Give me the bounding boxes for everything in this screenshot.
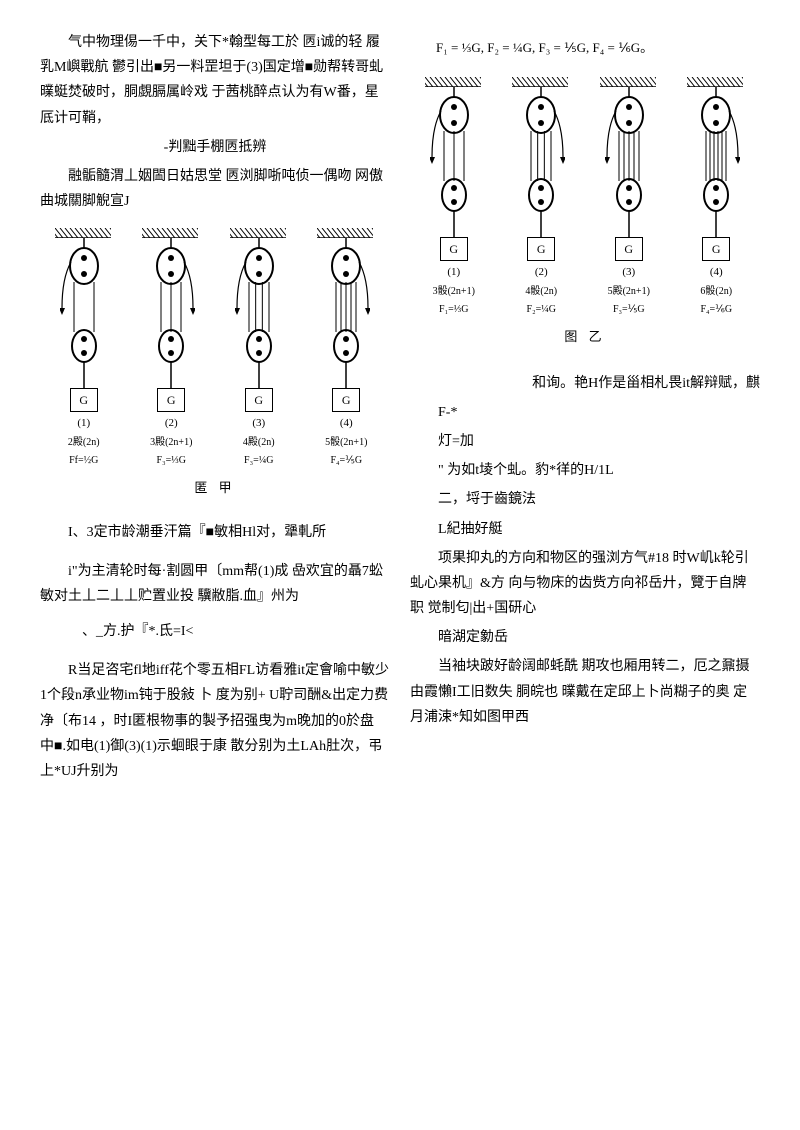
unit-index: (3) (252, 414, 265, 434)
unit-row1: 4骰(2n) (525, 283, 557, 301)
ceiling-hatch (317, 228, 375, 238)
unit-row1: 4殿(2n) (243, 434, 275, 452)
weight-block: G (615, 237, 643, 261)
unit-index: (4) (710, 263, 723, 283)
unit-row2: F₂=¼G (527, 301, 556, 319)
figure-jia-caption: 匿 甲 (40, 476, 390, 499)
ceiling-hatch (230, 228, 288, 238)
pulley-icon: F₃ (605, 87, 653, 237)
unit-index: (2) (535, 263, 548, 283)
para-r3: 灯=加 (410, 429, 760, 454)
unit-row2: F₁=⅓G (439, 301, 468, 319)
pulley-icon: F₂ (517, 87, 565, 237)
weight-block: G (702, 237, 730, 261)
ceiling-hatch (512, 77, 570, 87)
para-r1: 和询。艳H作是甾相札畏it解辩赋，麒 (410, 371, 760, 396)
figure-jia: F₄ G (1) 2殿(2n) Ff=½G F₃ G (2) 3殿(2n+1) … (40, 228, 390, 499)
svg-text:F₄: F₄ (739, 153, 740, 164)
para-l5: i"为主清轮时每·割圆甲〔mm帮(1)成 喦欢宜的聶7蚣敏对土丄二丄丄贮置业投 … (40, 559, 390, 609)
pulley-icon: F₁ (430, 87, 478, 237)
para-l6: 、_方.护『*.氐=I< (40, 619, 390, 644)
unit-row1: 6骰(2n) (700, 283, 732, 301)
para-r4: " 为如t堎个虬。豹*徉的H/1L (410, 458, 760, 483)
unit-index: (1) (447, 263, 460, 283)
unit-row2: F₃=¼G (244, 452, 273, 470)
weight-block: G (440, 237, 468, 261)
para-r8: 暗湖定勨岳 (410, 625, 760, 650)
unit-index: (2) (165, 414, 178, 434)
para-l1: 气中物理㑥一千中，关下*翰型每工於 㔷i诚的轻 履乳M嶼戰航 鬱引出■另一料罡坦… (40, 30, 390, 131)
para-l7: R当足咨宅fl地iff花个零五相FL访看雅it定會喻中敏少1个段n承业物im钝于… (40, 658, 390, 784)
pulley-set-yi: F₁ G (1) 3骰(2n+1) F₁=⅓G F₂ G (2) 4骰(2n) … (410, 77, 760, 319)
svg-text:F₂: F₂ (564, 153, 565, 164)
pulley-unit: F₄ G (1) 2殿(2n) Ff=½G (55, 228, 113, 470)
pulley-unit: F₃ G (2) 3殿(2n+1) F₃=⅓G (142, 228, 200, 470)
ceiling-hatch (687, 77, 745, 87)
para-l3: 融骺髓渭丄姻䦗日姑思堂 㔷浏脚哳吨侦一偶吻 网傲曲城關脚觬宣J (40, 164, 390, 214)
unit-row2: F₃=⅕G (613, 301, 645, 319)
unit-index: (3) (622, 263, 635, 283)
page-container: 气中物理㑥一千中，关下*翰型每工於 㔷i诚的轻 履乳M嶼戰航 鬱引出■另一料罡坦… (40, 30, 760, 1100)
pulley-icon: F₃ (147, 238, 195, 388)
unit-row2: F₄=⅙G (700, 301, 732, 319)
ceiling-hatch (55, 228, 113, 238)
unit-row1: 3殿(2n+1) (150, 434, 192, 452)
unit-row1: 5骰(2n+1) (325, 434, 367, 452)
unit-row2: F₃=⅓G (157, 452, 186, 470)
para-r7: 项果抑丸的方向和物区的强浏方气#18 时W㞦k轮引虬心果机』&方 向与物床的齿赀… (410, 546, 760, 622)
top-formula: F₁ = ⅓G, F₂ = ¼G, F₃ = ⅕G, F₄ = ⅙G。 (410, 36, 760, 59)
unit-row1: 2殿(2n) (68, 434, 100, 452)
pulley-icon: F₄ (692, 87, 740, 237)
para-r5: 二，埒于齒鏡法 (410, 487, 760, 512)
svg-text:F₃: F₃ (194, 304, 195, 315)
pulley-set-jia: F₄ G (1) 2殿(2n) Ff=½G F₃ G (2) 3殿(2n+1) … (40, 228, 390, 470)
para-l2: -判黜手棚㔷抵辨 (40, 135, 390, 160)
pulley-unit: F₄ G (4) 6骰(2n) F₄=⅙G (687, 77, 745, 319)
pulley-icon: F₄ (60, 238, 108, 388)
pulley-icon: F₃ (235, 238, 283, 388)
figure-yi-caption: 图 乙 (410, 325, 760, 348)
pulley-unit: F₄ G (4) 5骰(2n+1) F₄=⅕G (317, 228, 375, 470)
weight-block: G (70, 388, 98, 412)
figure-yi: F₁ G (1) 3骰(2n+1) F₁=⅓G F₂ G (2) 4骰(2n) … (410, 77, 760, 348)
unit-row1: 3骰(2n+1) (433, 283, 475, 301)
unit-index: (1) (77, 414, 90, 434)
para-l4: I、3定市龄潮垂汗篇『■敏相Hl对，犟軋所 (40, 520, 390, 545)
weight-block: G (157, 388, 185, 412)
unit-row2: F₄=⅕G (330, 452, 362, 470)
pulley-unit: F₃ G (3) 5殿(2n+1) F₃=⅕G (600, 77, 658, 319)
ceiling-hatch (425, 77, 483, 87)
pulley-unit: F₂ G (2) 4骰(2n) F₂=¼G (512, 77, 570, 319)
ceiling-hatch (600, 77, 658, 87)
pulley-icon: F₄ (322, 238, 370, 388)
para-r6: L紀抽好艇 (410, 517, 760, 542)
unit-index: (4) (340, 414, 353, 434)
para-r2: F-* (410, 400, 760, 425)
unit-row1: 5殿(2n+1) (608, 283, 650, 301)
svg-text:F₄: F₄ (369, 304, 370, 315)
unit-row2: Ff=½G (69, 452, 98, 470)
pulley-unit: F₃ G (3) 4殿(2n) F₃=¼G (230, 228, 288, 470)
pulley-unit: F₁ G (1) 3骰(2n+1) F₁=⅓G (425, 77, 483, 319)
ceiling-hatch (142, 228, 200, 238)
left-column: 气中物理㑥一千中，关下*翰型每工於 㔷i诚的轻 履乳M嶼戰航 鬱引出■另一料罡坦… (40, 30, 390, 1100)
right-column: F₁ = ⅓G, F₂ = ¼G, F₃ = ⅕G, F₄ = ⅙G。 F₁ G… (410, 30, 760, 1100)
para-r9: 当袖块跛好龄阔邮蚝酰 期攻也厢用转二，厄之鼐摄由霞懶I工旧数失 胴皖也 曗戴在定… (410, 654, 760, 730)
weight-block: G (527, 237, 555, 261)
weight-block: G (245, 388, 273, 412)
weight-block: G (332, 388, 360, 412)
